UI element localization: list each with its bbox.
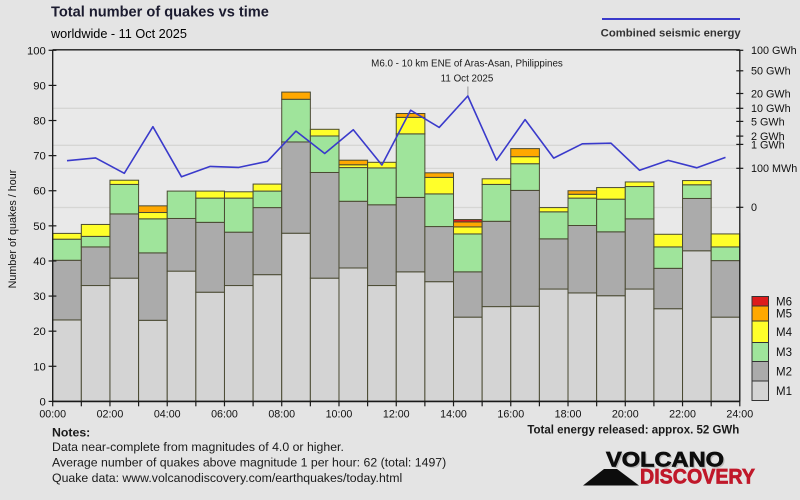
svg-text:90: 90: [33, 80, 46, 92]
svg-text:VOLCANO: VOLCANO: [608, 450, 726, 473]
svg-text:70: 70: [33, 151, 46, 163]
svg-text:08:00: 08:00: [268, 408, 295, 420]
svg-text:Number of quakes / hour: Number of quakes / hour: [7, 169, 19, 288]
svg-text:M2: M2: [776, 366, 792, 378]
svg-text:20 GWh: 20 GWh: [751, 88, 791, 100]
svg-text:Quake data: www.volcanodiscove: Quake data: www.volcanodiscovery.com/ear…: [52, 471, 402, 485]
svg-text:20: 20: [33, 326, 46, 338]
svg-text:11 Oct 2025: 11 Oct 2025: [441, 74, 494, 85]
svg-text:40: 40: [33, 256, 46, 268]
svg-text:10:00: 10:00: [326, 408, 353, 420]
svg-text:60: 60: [33, 186, 46, 198]
svg-text:DISCOVERY: DISCOVERY: [640, 466, 755, 489]
svg-text:50: 50: [33, 221, 46, 233]
svg-text:0: 0: [40, 396, 46, 408]
svg-text:5 GWh: 5 GWh: [751, 116, 785, 128]
svg-text:Total number of quakes vs time: Total number of quakes vs time: [51, 5, 269, 21]
svg-text:Average number of quakes above: Average number of quakes above magnitude…: [52, 456, 446, 470]
svg-text:14:00: 14:00: [440, 408, 467, 420]
svg-text:worldwide - 11 Oct 2025: worldwide - 11 Oct 2025: [50, 27, 187, 41]
svg-text:02:00: 02:00: [97, 408, 124, 420]
svg-text:M1: M1: [776, 386, 792, 398]
svg-text:M4: M4: [776, 327, 793, 339]
svg-text:10 GWh: 10 GWh: [751, 103, 791, 115]
svg-text:30: 30: [33, 291, 46, 303]
svg-text:100 GWh: 100 GWh: [751, 45, 797, 57]
svg-text:M6: M6: [776, 296, 792, 308]
svg-text:16:00: 16:00: [497, 408, 524, 420]
svg-text:80: 80: [33, 116, 46, 128]
svg-text:M5: M5: [776, 309, 792, 321]
svg-text:18:00: 18:00: [555, 408, 582, 420]
svg-text:1 GWh: 1 GWh: [751, 139, 785, 151]
svg-text:50 GWh: 50 GWh: [751, 66, 791, 78]
svg-text:VOLCANO: VOLCANO: [606, 449, 724, 472]
svg-text:Total energy released: approx.: Total energy released: approx. 52 GWh: [527, 425, 739, 437]
svg-text:22:00: 22:00: [669, 408, 696, 420]
svg-text:12:00: 12:00: [383, 408, 410, 420]
svg-text:06:00: 06:00: [211, 408, 238, 420]
svg-text:Data near-complete from magnit: Data near-complete from magnitudes of 4.…: [52, 440, 344, 454]
svg-text:100 MWh: 100 MWh: [751, 163, 797, 175]
svg-text:24:00: 24:00: [726, 408, 753, 420]
svg-text:Combined seismic energy: Combined seismic energy: [601, 27, 742, 39]
svg-text:00:00: 00:00: [39, 408, 66, 420]
svg-text:0: 0: [751, 202, 757, 214]
svg-text:20:00: 20:00: [612, 408, 639, 420]
svg-text:10: 10: [33, 361, 46, 373]
svg-text:2 GWh: 2 GWh: [751, 131, 785, 143]
svg-text:04:00: 04:00: [154, 408, 181, 420]
svg-text:M6.0 - 10 km ENE of Aras-Asan,: M6.0 - 10 km ENE of Aras-Asan, Philippin…: [371, 59, 563, 70]
svg-text:M3: M3: [776, 347, 792, 359]
svg-text:Notes:: Notes:: [52, 426, 90, 440]
svg-text:100: 100: [27, 45, 46, 57]
